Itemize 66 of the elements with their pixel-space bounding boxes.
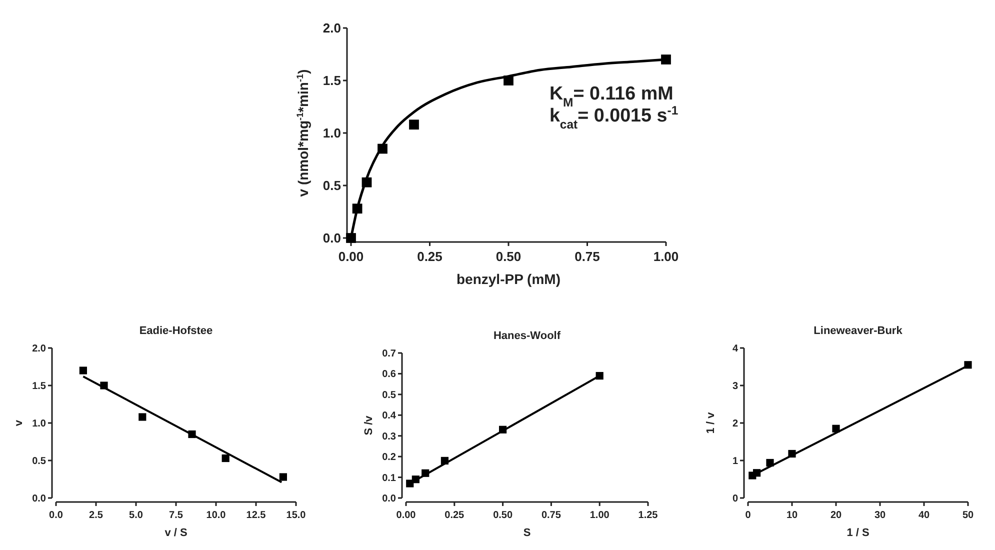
y-tick-label: 0.0 [382, 494, 396, 504]
x-axis-title: S [523, 527, 531, 539]
x-tick-label: 0.00 [338, 249, 364, 264]
point [661, 54, 671, 64]
x-tick-label: 0.25 [417, 249, 442, 264]
x-axis-title: benzyl-PP (mM) [456, 270, 560, 287]
x-axis-title: v / S [164, 527, 188, 539]
x-tick-label: 0.50 [496, 249, 522, 264]
chart-title: Eadie-Hofstee [139, 325, 213, 337]
x-tick-label: 40 [918, 510, 930, 521]
x-axis-title: 1 / S [846, 527, 870, 539]
x-tick-label: 50 [962, 510, 974, 521]
x-tick-label: 30 [874, 510, 886, 521]
point [279, 473, 287, 481]
point [346, 233, 356, 243]
y-tick-label: 0.6 [382, 369, 396, 380]
x-tick-label: 20 [830, 510, 842, 521]
x-tick-label: 1.00 [653, 249, 679, 264]
x-tick-label: 1.25 [638, 510, 658, 521]
y-tick-label: 0.5 [322, 178, 341, 194]
y-axis-title: v [13, 419, 25, 426]
y-tick-label: 1.0 [32, 418, 46, 430]
x-tick-label: 0 [745, 510, 752, 521]
point [832, 424, 840, 432]
y-tick-label: 3 [732, 381, 738, 392]
y-tick-label: 0.4 [382, 410, 396, 422]
y-tick-label: 0.7 [382, 348, 396, 360]
y-tick-label: 4 [732, 344, 738, 354]
x-tick-label: 0.00 [396, 510, 416, 521]
y-tick-label: 0.2 [382, 452, 396, 464]
y-tick-label: 1.5 [32, 381, 46, 392]
x-tick-label: 0.75 [541, 510, 562, 521]
point [766, 458, 774, 467]
y-tick-label: 2 [732, 418, 738, 430]
x-tick-label: 5.0 [129, 510, 144, 521]
y-tick-label: 0 [732, 494, 738, 504]
y-tick-label: 1.0 [322, 126, 341, 141]
x-tick-label: 0.75 [574, 249, 600, 264]
x-tick-label: 2.5 [89, 510, 104, 521]
y-tick-label: 1.5 [322, 73, 341, 88]
y-tick-label: 0.0 [32, 494, 46, 504]
chart-title: Lineweaver-Burk [814, 325, 904, 337]
chart-title: Hanes-Woolf [493, 330, 561, 342]
y-tick-label: 1 [732, 456, 738, 467]
y-tick-label: 2.0 [32, 344, 46, 354]
x-tick-label: 0.50 [493, 510, 513, 521]
x-tick-label: 0.0 [49, 510, 64, 521]
x-tick-label: 10.0 [206, 510, 226, 521]
y-tick-label: 0.3 [382, 431, 396, 442]
point [409, 120, 419, 130]
x-tick-label: 15.0 [286, 510, 306, 521]
x-tick-label: 0.25 [444, 510, 465, 521]
y-tick-label: 0.5 [382, 390, 396, 401]
y-tick-label: 0.1 [382, 472, 396, 484]
y-tick-label: 2.0 [322, 20, 341, 36]
y-tick-label: 0.0 [322, 230, 341, 246]
x-tick-label: 10 [786, 510, 798, 521]
x-tick-label: 1.00 [590, 510, 610, 521]
x-tick-label: 12.5 [246, 510, 266, 521]
y-tick-label: 0.5 [32, 456, 46, 467]
point [138, 413, 146, 421]
x-tick-label: 7.5 [169, 510, 184, 521]
point [79, 366, 87, 374]
point [222, 454, 230, 462]
y-axis-title: 1 / v [705, 411, 717, 434]
y-axis-title: S /v [363, 414, 375, 436]
